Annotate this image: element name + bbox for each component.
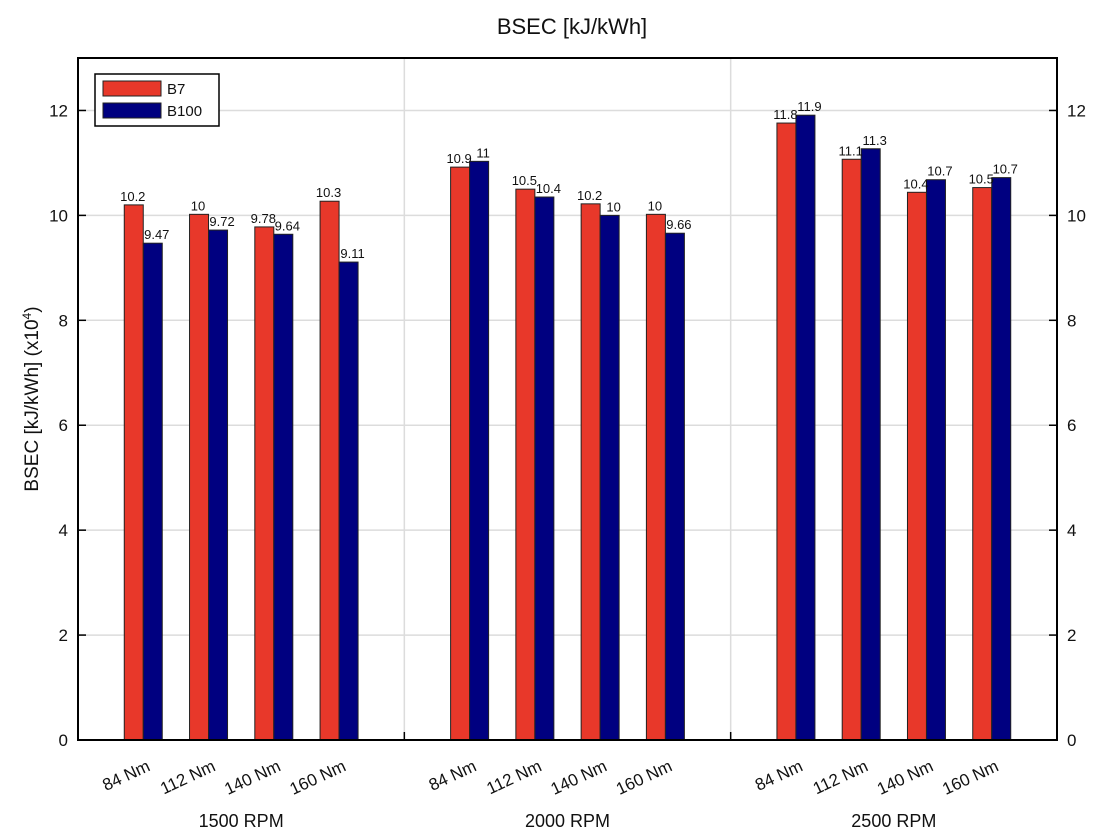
bar-b100-2 bbox=[273, 233, 294, 741]
grid-lines bbox=[78, 58, 1057, 740]
category-label: 160 Nm bbox=[613, 756, 675, 798]
y-tick-label-left: 4 bbox=[59, 521, 68, 540]
bar-b100-4 bbox=[469, 160, 490, 741]
data-label-b7-11: 10.5 bbox=[969, 172, 994, 187]
y-tick-label-left: 0 bbox=[59, 731, 68, 750]
bar-b7-11 bbox=[972, 187, 993, 741]
y-tick-label-right: 8 bbox=[1067, 311, 1076, 330]
category-label: 160 Nm bbox=[287, 756, 349, 798]
category-label: 160 Nm bbox=[939, 756, 1001, 798]
category-label: 112 Nm bbox=[157, 756, 218, 798]
y-tick-label-right: 12 bbox=[1067, 101, 1086, 120]
data-label-b100-8: 11.9 bbox=[797, 99, 821, 114]
bar-b100-11 bbox=[991, 177, 1012, 741]
bar-b100-8 bbox=[795, 114, 816, 741]
bar-b7-10 bbox=[906, 191, 927, 741]
data-label-b7-2: 9.78 bbox=[251, 211, 276, 226]
bar-b7-0 bbox=[123, 204, 144, 741]
legend-label-b100: B100 bbox=[167, 103, 202, 120]
legend: B7 B100 bbox=[94, 73, 220, 127]
data-label-b100-11: 10.7 bbox=[993, 162, 1018, 177]
category-label: 140 Nm bbox=[548, 756, 610, 798]
data-label-b7-7: 10 bbox=[648, 198, 662, 213]
bar-b7-6 bbox=[580, 203, 601, 741]
data-label-b7-8: 11.8 bbox=[773, 107, 797, 122]
bar-b7-5 bbox=[515, 188, 536, 741]
bar-b7-1 bbox=[189, 213, 210, 741]
bars bbox=[123, 114, 1012, 741]
bar-b7-3 bbox=[319, 200, 340, 741]
y-tick-label-left: 6 bbox=[59, 416, 68, 435]
data-label-b7-10: 10.4 bbox=[903, 176, 928, 191]
data-label-b100-3: 9.11 bbox=[340, 246, 364, 261]
data-label-b7-6: 10.2 bbox=[577, 188, 602, 203]
data-label-b7-3: 10.3 bbox=[316, 185, 341, 200]
y-tick-label-left: 2 bbox=[59, 626, 68, 645]
data-label-b100-5: 10.4 bbox=[536, 181, 561, 196]
data-label-b7-9: 11.1 bbox=[839, 143, 863, 158]
data-label-b100-1: 9.72 bbox=[209, 214, 234, 229]
y-tick-label-right: 0 bbox=[1067, 731, 1076, 750]
bar-b100-0 bbox=[142, 242, 163, 741]
group-label: 2000 RPM bbox=[525, 811, 610, 831]
bar-b7-4 bbox=[450, 166, 471, 741]
bar-b100-1 bbox=[208, 229, 229, 741]
axis-ticks: 0 0 2 2 4 4 6 6 8 8 10 10 12 12 bbox=[49, 101, 1086, 750]
y-tick-label-left: 10 bbox=[49, 206, 68, 225]
data-label-b7-0: 10.2 bbox=[120, 189, 145, 204]
bar-b100-6 bbox=[599, 214, 620, 741]
category-label: 112 Nm bbox=[484, 756, 545, 798]
y-tick-label-left: 12 bbox=[49, 101, 68, 120]
category-label: 140 Nm bbox=[222, 756, 284, 798]
y-tick-label-right: 4 bbox=[1067, 521, 1076, 540]
bar-b100-5 bbox=[534, 196, 555, 741]
bar-b7-2 bbox=[254, 226, 275, 741]
data-label-b100-0: 9.47 bbox=[144, 227, 169, 242]
bar-b7-7 bbox=[645, 213, 666, 741]
category-label: 140 Nm bbox=[874, 756, 936, 798]
category-label: 84 Nm bbox=[426, 756, 479, 794]
category-label: 84 Nm bbox=[100, 756, 153, 794]
legend-label-b7: B7 bbox=[167, 81, 185, 98]
y-tick-label-left: 8 bbox=[59, 311, 68, 330]
data-label-b100-9: 11.3 bbox=[863, 133, 887, 148]
bar-b100-10 bbox=[925, 179, 946, 741]
data-label-b7-5: 10.5 bbox=[512, 173, 537, 188]
group-label: 2500 RPM bbox=[851, 811, 936, 831]
data-label-b100-10: 10.7 bbox=[927, 164, 952, 179]
category-label: 84 Nm bbox=[752, 756, 805, 794]
plot-frame bbox=[77, 57, 1058, 741]
data-labels: 10.2 9.47 10 9.72 9.789.64 10.3 9.11 10.9 11 10.5… bbox=[120, 99, 1018, 261]
data-label-b100-4: 11 bbox=[476, 145, 490, 160]
data-label-b7-1: 10 bbox=[191, 198, 205, 213]
bar-b7-8 bbox=[776, 122, 797, 741]
chart-title: BSEC [kJ/kWh] bbox=[497, 14, 647, 39]
bar-b100-7 bbox=[664, 232, 685, 741]
data-label-b100-7: 9.66 bbox=[666, 217, 691, 232]
data-label-b7-4: 10.9 bbox=[446, 151, 471, 166]
data-label-b100-2: 9.64 bbox=[275, 218, 300, 233]
bar-b100-3 bbox=[338, 261, 359, 741]
category-label: 112 Nm bbox=[810, 756, 871, 798]
legend-swatch-b100 bbox=[102, 102, 162, 119]
data-label-b100-6: 10 bbox=[606, 199, 620, 214]
group-label: 1500 RPM bbox=[199, 811, 284, 831]
y-tick-label-right: 10 bbox=[1067, 206, 1086, 225]
y-tick-label-right: 6 bbox=[1067, 416, 1076, 435]
bar-b7-9 bbox=[841, 158, 862, 741]
legend-swatch-b7 bbox=[102, 80, 162, 97]
bar-b100-9 bbox=[860, 148, 881, 741]
y-axis-label: BSEC [kJ/kWh] (x104) bbox=[20, 306, 43, 491]
y-tick-label-right: 2 bbox=[1067, 626, 1076, 645]
